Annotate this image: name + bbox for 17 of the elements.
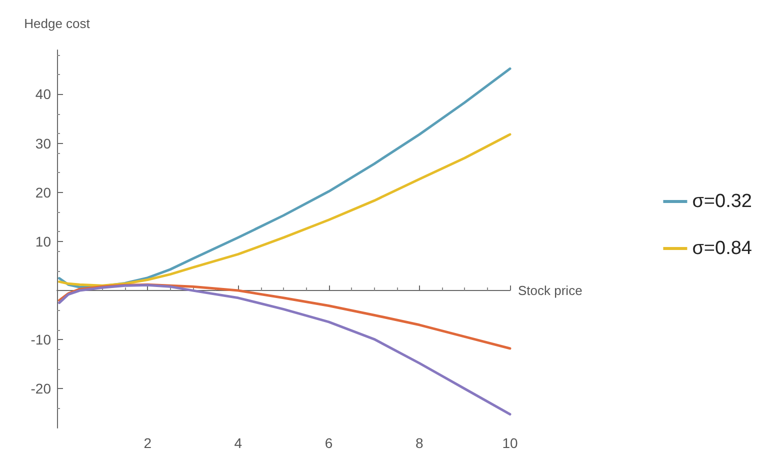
x-tick-label: 8: [416, 435, 424, 450]
y-tick-label: 40: [35, 86, 52, 102]
x-tick-label: 2: [144, 435, 152, 450]
y-axis-title: Hedge cost: [24, 16, 90, 31]
y-tick-label: -10: [30, 332, 52, 348]
line-series: [58, 133, 512, 287]
y-tick-label: 30: [35, 135, 52, 152]
x-tick-label: 6: [324, 435, 333, 450]
y-tick-label: 20: [35, 184, 52, 200]
line-series: [58, 284, 512, 416]
x-axis-title: Stock price: [518, 283, 582, 298]
legend-label: σ=0.32: [692, 191, 752, 212]
x-tick-label: 10: [502, 435, 518, 450]
y-tick-label: -20: [30, 380, 52, 397]
y-tick-label: 10: [35, 233, 52, 250]
x-tick-label: 4: [234, 435, 242, 450]
legend-label: σ=0.84: [692, 238, 752, 259]
